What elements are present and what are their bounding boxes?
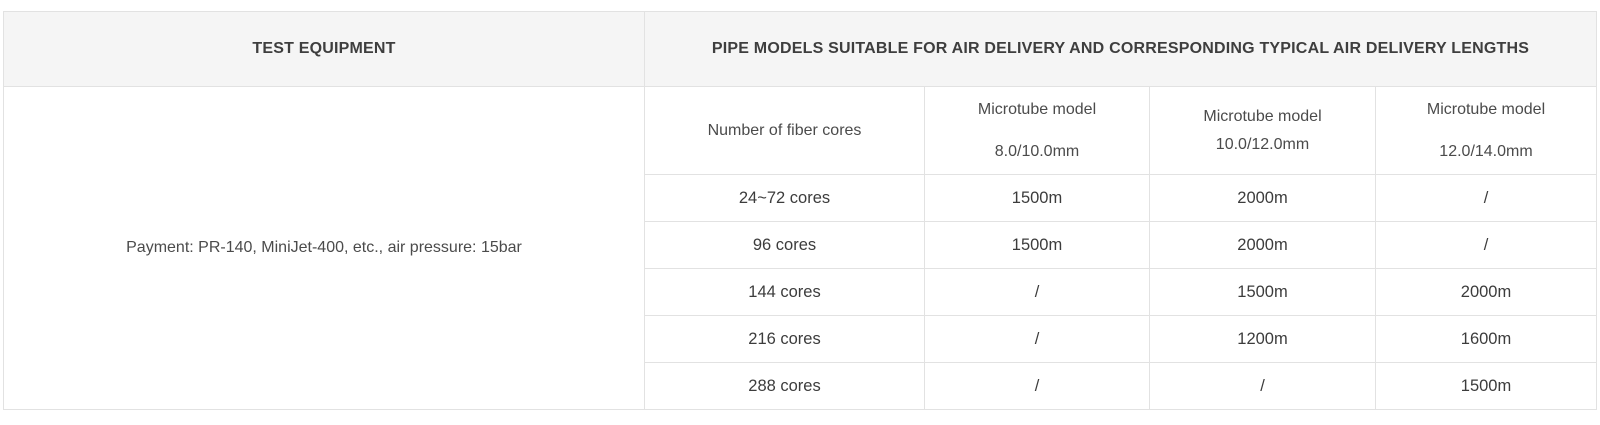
cores-cell: 24~72 cores (644, 174, 925, 222)
microtube-model-1-line2: 8.0/10.0mm (994, 142, 1080, 160)
microtube-model-3-header: Microtube model 12.0/14.0mm (1375, 86, 1597, 175)
length-cell: 1500m (1375, 362, 1597, 410)
cores-cell: 216 cores (644, 315, 925, 363)
air-delivery-spec-table: TEST EQUIPMENT PIPE MODELS SUITABLE FOR … (3, 11, 1597, 410)
microtube-model-1-line1: Microtube model (977, 100, 1097, 118)
cores-cell: 96 cores (644, 221, 925, 269)
length-cell: 1200m (1149, 315, 1376, 363)
table-row: 96 cores 1500m 2000m / (4, 221, 1597, 269)
test-equipment-header: TEST EQUIPMENT (3, 11, 645, 87)
pipe-models-header: PIPE MODELS SUITABLE FOR AIR DELIVERY AN… (644, 11, 1597, 87)
length-cell: / (1375, 221, 1597, 269)
length-cell: 1500m (924, 221, 1150, 269)
equipment-cell: Payment: PR-140, MiniJet-400, etc., air … (3, 86, 645, 410)
length-cell: / (1375, 174, 1597, 222)
length-cell: / (924, 315, 1150, 363)
fiber-cores-header: Number of fiber cores (644, 86, 925, 175)
table-row: 144 cores / 1500m 2000m (4, 268, 1597, 316)
microtube-model-3-line2: 12.0/14.0mm (1439, 142, 1533, 160)
length-cell: / (924, 362, 1150, 410)
length-cell: 2000m (1149, 174, 1376, 222)
cores-cell: 288 cores (644, 362, 925, 410)
microtube-model-1-header: Microtube model 8.0/10.0mm (924, 86, 1150, 175)
length-cell: 1600m (1375, 315, 1597, 363)
cores-cell: 144 cores (644, 268, 925, 316)
subheader-row: Payment: PR-140, MiniJet-400, etc., air … (3, 86, 1597, 410)
length-cell: 1500m (924, 174, 1150, 222)
length-cell: 2000m (1375, 268, 1597, 316)
length-cell: 2000m (1149, 221, 1376, 269)
header-row: TEST EQUIPMENT PIPE MODELS SUITABLE FOR … (3, 11, 1597, 87)
table-row: 288 cores / / 1500m (4, 362, 1597, 410)
microtube-model-2-line2: 10.0/12.0mm (1215, 135, 1310, 153)
table-row: 216 cores / 1200m 1600m (4, 315, 1597, 363)
microtube-model-2-header: Microtube model 10.0/12.0mm (1149, 86, 1376, 175)
length-cell: 1500m (1149, 268, 1376, 316)
length-cell: / (1149, 362, 1376, 410)
length-cell: / (924, 268, 1150, 316)
microtube-model-2-line1: Microtube model (1203, 107, 1322, 125)
microtube-model-3-line1: Microtube model (1426, 100, 1546, 118)
table-row: 24~72 cores 1500m 2000m / (4, 174, 1597, 222)
